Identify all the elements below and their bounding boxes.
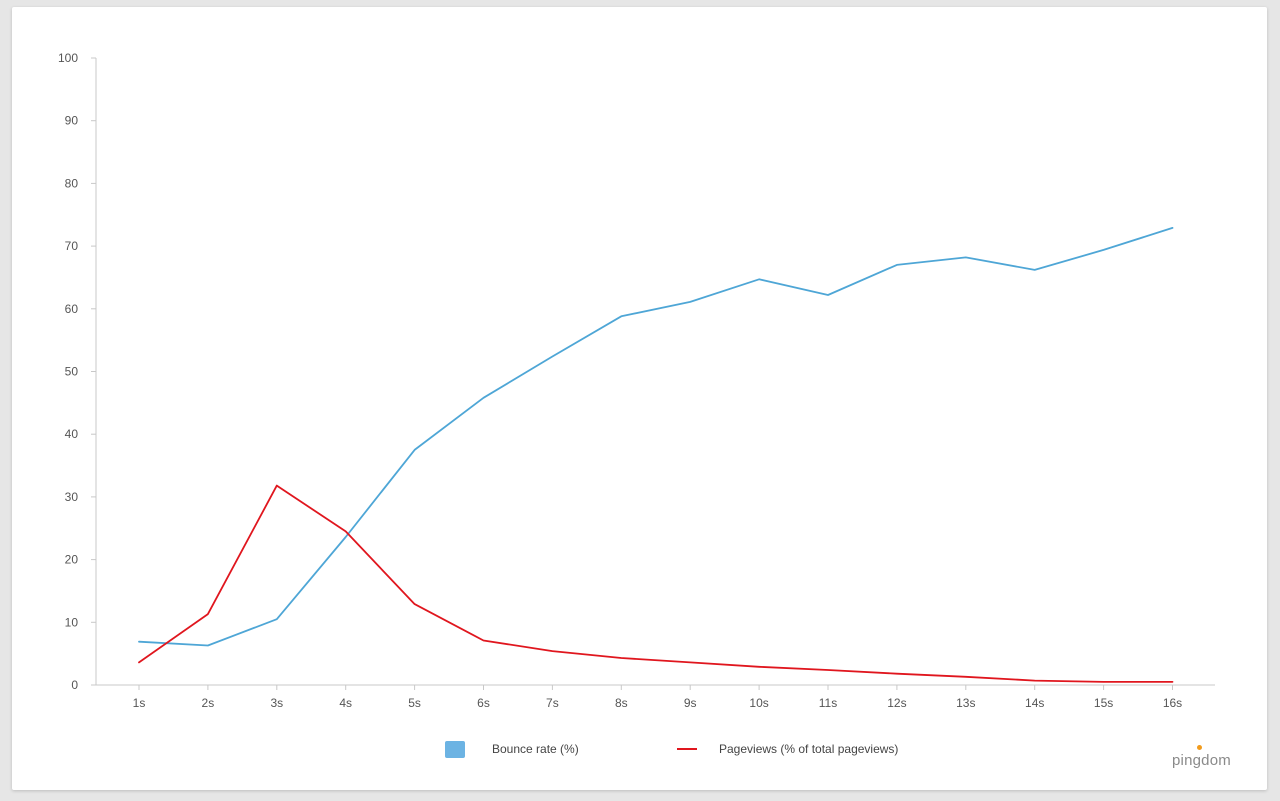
- x-tick-label: 3s: [270, 696, 283, 710]
- x-tick-label: 2s: [202, 696, 215, 710]
- y-tick-label: 90: [65, 114, 79, 128]
- series-line-1: [138, 484, 1174, 683]
- x-tick-label: 14s: [1025, 696, 1044, 710]
- x-tick-label: 8s: [615, 696, 628, 710]
- y-tick-label: 80: [65, 176, 79, 190]
- chart-axes: [95, 58, 1215, 686]
- y-axis-ticks: 0 10 20 30 40 50 60 70 80 90 100: [58, 51, 96, 692]
- y-tick-label: 0: [71, 678, 78, 692]
- x-tick-label: 16s: [1163, 696, 1182, 710]
- x-tick-label: 13s: [956, 696, 975, 710]
- legend-item-pageviews[interactable]: Pageviews (% of total pageviews): [677, 734, 898, 764]
- y-tick-label: 100: [58, 51, 78, 65]
- x-tick-label: 12s: [887, 696, 906, 710]
- x-tick-label: 9s: [684, 696, 697, 710]
- x-axis-ticks: 1s 2s 3s 4s 5s 6s 7s 8s 9s 10s 11s 12s 13s 14s 15s 16s: [133, 685, 1182, 710]
- y-tick-label: 50: [65, 365, 79, 379]
- x-tick-label: 10s: [749, 696, 768, 710]
- y-tick-label: 70: [65, 239, 79, 253]
- x-tick-label: 1s: [133, 696, 146, 710]
- legend-swatch: [445, 740, 465, 758]
- y-tick-label: 10: [65, 615, 79, 629]
- x-tick-label: 4s: [339, 696, 352, 710]
- y-tick-label: 40: [65, 427, 79, 441]
- legend-line-marker: [677, 748, 697, 750]
- legend-item-bounce-rate[interactable]: Bounce rate (%): [445, 734, 579, 764]
- chart-series: [138, 226, 1174, 683]
- x-tick-label: 15s: [1094, 696, 1113, 710]
- y-tick-label: 30: [65, 490, 79, 504]
- x-tick-label: 7s: [546, 696, 559, 710]
- legend-label-bounce-rate: Bounce rate (%): [492, 742, 579, 756]
- x-tick-label: 5s: [408, 696, 421, 710]
- pingdom-logo: pingdom: [1172, 752, 1231, 769]
- x-tick-label: 6s: [477, 696, 490, 710]
- y-tick-label: 60: [65, 302, 79, 316]
- x-tick-label: 11s: [819, 696, 837, 710]
- series-line-0: [138, 226, 1174, 647]
- legend-label-pageviews: Pageviews (% of total pageviews): [719, 742, 899, 756]
- logo-accent-icon: [1197, 745, 1202, 750]
- y-tick-label: 20: [65, 553, 79, 567]
